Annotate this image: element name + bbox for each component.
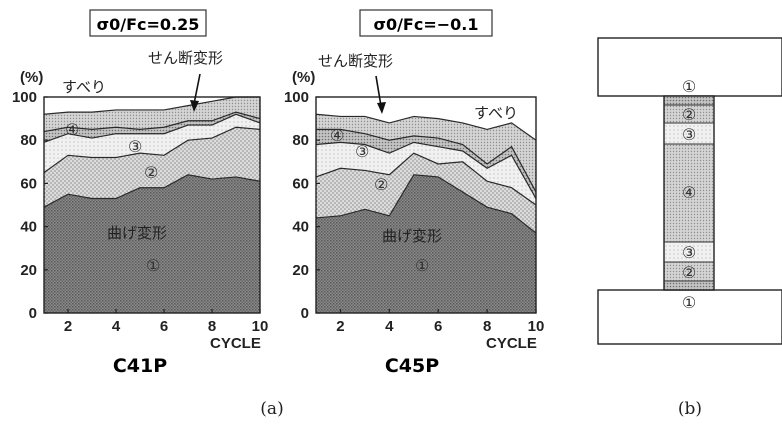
x-axis-label: CYCLE: [486, 335, 537, 352]
area-band-1: [44, 174, 260, 313]
y-tick-label: 60: [292, 175, 309, 192]
y-tick-label: 0: [301, 305, 309, 322]
x-tick-label: 4: [112, 318, 121, 335]
area-band-5: [316, 114, 536, 193]
x-axis-label: CYCLE: [210, 335, 261, 352]
label-bending: 曲げ変形: [382, 227, 442, 245]
chart-title: σ0/Fc=−0.1: [373, 15, 478, 34]
zone-label-bottom-3: ③: [682, 243, 696, 262]
y-tick-label: 20: [20, 262, 37, 279]
y-tick-label: 100: [12, 89, 37, 106]
zone-band: [664, 242, 714, 262]
y-unit-label: (%): [292, 69, 315, 86]
zone-band: [664, 105, 714, 123]
boundary-line-2: [43, 126, 261, 174]
x-tick-label: 8: [208, 318, 216, 335]
area-band-2: [316, 153, 536, 234]
bottom-stub: [597, 289, 782, 345]
zone-label-3: ③: [355, 142, 369, 161]
column-diagram: ① ② ③ ④ ③ ② ①: [597, 37, 782, 345]
zone-band: [664, 262, 714, 281]
plot-frame: [315, 96, 537, 314]
label-bending: 曲げ変形: [107, 224, 167, 242]
shear-arrow-head: [190, 100, 199, 112]
caption-b: (b): [678, 399, 702, 419]
zone-band: [664, 96, 714, 105]
zone-label-top-3: ③: [682, 125, 696, 144]
y-tick-label: 40: [20, 219, 37, 236]
x-tick-label: 6: [160, 318, 168, 335]
x-tick-label: 2: [64, 318, 72, 335]
zone-label-1: ①: [146, 256, 160, 275]
zone-band: [664, 123, 714, 144]
zone-label-3: ③: [128, 137, 142, 156]
zone-label-4: ④: [330, 126, 344, 145]
x-tick-label: 6: [434, 318, 442, 335]
zone-label-top-2: ②: [682, 105, 696, 124]
x-tick-label: 4: [385, 318, 394, 335]
zone-label-top-1: ①: [682, 77, 696, 96]
column-body: [663, 95, 715, 291]
chart-subtitle: C41P: [113, 355, 167, 377]
top-stub: [597, 37, 782, 97]
x-tick-label: 8: [483, 318, 491, 335]
y-tick-label: 80: [20, 132, 37, 149]
boundary-line-5: [43, 96, 260, 115]
y-tick-label: 0: [29, 305, 37, 322]
zone-label-bottom-1: ①: [682, 293, 696, 312]
boundary-line-1: [43, 174, 261, 208]
y-tick-label: 60: [20, 175, 37, 192]
y-tick-label: 40: [292, 219, 309, 236]
zone-label-2: ②: [144, 163, 158, 182]
area-band-3: [44, 114, 260, 173]
shear-arrow-line: [375, 75, 382, 107]
boundary-line-4: [43, 111, 261, 133]
boundary-line-3: [315, 141, 537, 199]
chart-subtitle: C45P: [385, 355, 439, 377]
zone-band: [664, 144, 714, 242]
zone-label-bottom-2: ②: [682, 263, 696, 282]
x-tick-label: 10: [252, 318, 269, 335]
shear-arrow-head: [377, 102, 386, 114]
caption-a: (a): [260, 399, 283, 419]
column-outline: [663, 95, 715, 291]
boundary-line-2: [315, 152, 537, 206]
zone-label-4: ④: [682, 183, 696, 202]
label-shear: せん断変形: [318, 52, 393, 70]
zone-label-4: ④: [65, 120, 79, 139]
area-band-4: [44, 112, 260, 143]
zone-label-2: ②: [374, 175, 388, 194]
chart-title: σ0/Fc=0.25: [97, 15, 200, 34]
x-tick-label: 10: [528, 318, 545, 335]
y-tick-label: 100: [284, 89, 309, 106]
zone-band: [664, 281, 714, 290]
area-band-3: [316, 142, 536, 205]
area-band-2: [44, 127, 260, 208]
boundary-line-3: [43, 113, 261, 143]
label-slip: すべり: [62, 78, 106, 96]
boundary-line-5: [315, 113, 537, 141]
y-tick-label: 80: [292, 132, 309, 149]
boundary-line-4: [316, 128, 537, 193]
title-box: [359, 9, 493, 37]
plot-frame: [43, 96, 261, 314]
label-shear: せん断変形: [148, 49, 223, 67]
boundary-line-1: [315, 174, 537, 234]
label-slip: すべり: [474, 104, 518, 122]
zone-label-1: ①: [415, 256, 429, 275]
title-box: [89, 9, 207, 37]
y-tick-label: 20: [292, 262, 309, 279]
x-tick-label: 2: [336, 318, 344, 335]
area-band-5: [44, 97, 260, 132]
shear-arrow-line: [193, 73, 201, 105]
y-unit-label: (%): [20, 69, 43, 86]
area-band-1: [316, 174, 536, 313]
